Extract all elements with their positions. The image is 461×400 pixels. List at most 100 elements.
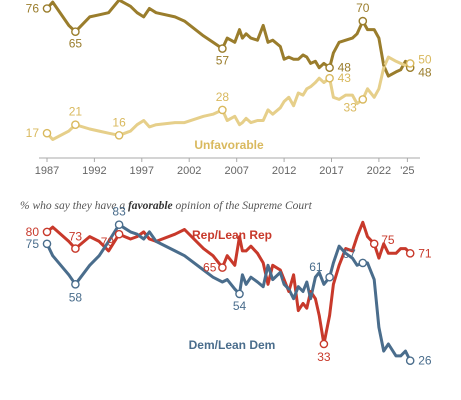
favorable-data-point xyxy=(226,36,229,40)
overall-favorability-panel: 76 65 57 48 70 48 17 21 16 28 43 33 50 1987 1992 1997 2… xyxy=(26,0,432,177)
dem-data-point xyxy=(107,240,110,243)
rep-data-point xyxy=(399,247,402,250)
rep-labeled-point-marker xyxy=(71,244,80,253)
unfavorable-data-point xyxy=(332,96,335,99)
unfavorable-data-point xyxy=(238,123,241,126)
unfavorable-data-point xyxy=(301,93,305,97)
dem-data-point xyxy=(332,261,335,265)
dem-labeled-point-marker xyxy=(42,239,52,249)
dem-data-point xyxy=(262,285,265,288)
dem-data-label: 75 xyxy=(26,237,40,251)
dem-data-point xyxy=(297,285,300,288)
dem-data-point xyxy=(148,230,151,234)
unfavorable-data-point xyxy=(51,138,54,141)
unfavorable-data-point xyxy=(129,129,132,133)
dem-data-point xyxy=(382,349,385,353)
favorable-data-point xyxy=(394,70,398,74)
unfavorable-labeled-point-marker xyxy=(358,95,368,104)
rep-labeled-point-marker xyxy=(42,227,52,237)
dem-labeled-point-marker xyxy=(325,272,334,282)
rep-data-point xyxy=(211,254,215,257)
favorable-data-label: 76 xyxy=(26,2,40,16)
favorable-data-point xyxy=(337,41,341,44)
dem-data-label: 67 xyxy=(342,247,356,261)
unfavorable-labeled-point-marker xyxy=(42,128,52,138)
rep-data-point xyxy=(107,249,110,253)
unfavorable-data-point xyxy=(305,87,308,91)
unfavorable-labeled-point-marker xyxy=(114,130,124,140)
unfavorable-data-point xyxy=(377,87,381,91)
subtitle-emphasis: favorable xyxy=(128,200,173,212)
unfavorable-data-point xyxy=(351,93,354,97)
unfavorable-data-label: 50 xyxy=(418,52,432,66)
rep-data-point xyxy=(249,245,253,248)
favorable-data-point xyxy=(292,58,295,61)
rep-data-point xyxy=(292,273,295,276)
unfavorable-data-point xyxy=(249,121,253,124)
partisan-chart-subtitle: % who say they have a favorable opinion … xyxy=(20,200,313,212)
rep-data-point xyxy=(309,290,312,293)
dem-data-point xyxy=(292,297,295,300)
favorable-data-point xyxy=(399,68,402,72)
rep-labeled-point-marker xyxy=(369,239,379,249)
dem-data-point xyxy=(202,268,205,272)
unfavorable-data-point xyxy=(107,132,110,135)
favorable-data-point xyxy=(183,19,186,23)
dem-labeled-point-marker xyxy=(71,279,80,289)
rep-data-point xyxy=(51,225,54,229)
rep-labeled-point-marker xyxy=(218,263,227,272)
favorable-data-point xyxy=(355,32,359,35)
rep-data-point xyxy=(318,314,321,317)
rep-data-point xyxy=(233,264,236,267)
dem-data-point xyxy=(98,254,101,257)
rep-data-point xyxy=(301,302,305,305)
rep-data-point xyxy=(67,240,71,243)
rep-data-point xyxy=(129,237,132,241)
unfavorable-data-point xyxy=(337,98,341,101)
rep-data-point xyxy=(297,309,300,312)
unfavorable-data-point xyxy=(394,60,398,63)
rep-labeled-point-marker xyxy=(319,339,329,349)
rep-data-point xyxy=(337,264,341,267)
rep-data-point xyxy=(404,247,407,250)
unfavorable-data-point xyxy=(262,119,265,122)
rep-data-point xyxy=(226,254,229,257)
rep-data-point xyxy=(88,235,91,238)
dem-data-point xyxy=(318,271,321,274)
dem-data-point xyxy=(377,326,381,329)
dem-data-point xyxy=(211,276,215,279)
favorable-data-point xyxy=(387,74,390,78)
unfavorable-data-point xyxy=(183,121,186,124)
unfavorable-data-label: 28 xyxy=(216,90,230,104)
rep-data-label: 75 xyxy=(381,233,395,247)
unfavorable-data-label: 43 xyxy=(338,71,352,85)
favorable-data-point xyxy=(244,32,248,35)
dem-data-point xyxy=(337,245,341,248)
unfavorable-data-point xyxy=(279,106,282,110)
dem-data-point xyxy=(221,280,224,284)
favorable-data-point xyxy=(271,39,274,42)
favorable-data-point xyxy=(249,36,253,40)
unfavorable-labeled-point-marker xyxy=(71,120,80,129)
dem-data-point xyxy=(355,264,359,267)
rep-data-point xyxy=(202,247,205,250)
rep-data-point xyxy=(355,235,359,238)
dem-labeled-point-marker xyxy=(235,289,244,299)
dem-data-point xyxy=(173,249,177,253)
rep-data-point xyxy=(271,264,274,267)
favorable-data-point xyxy=(404,60,407,63)
favorable-data-label: 48 xyxy=(418,66,432,80)
rep-data-point xyxy=(266,283,270,286)
favorable-data-label: 48 xyxy=(338,61,352,75)
favorable-data-point xyxy=(117,0,121,2)
dem-data-point xyxy=(301,290,305,293)
favorable-data-point xyxy=(373,28,376,31)
dem-data-label: 58 xyxy=(69,290,83,304)
dem-data-point xyxy=(279,271,282,274)
rep-data-point xyxy=(287,290,290,293)
unfavorable-data-point xyxy=(256,119,259,122)
favorable-data-point xyxy=(173,15,177,19)
dem-data-point xyxy=(351,256,354,260)
unfavorable-labeled-point-marker xyxy=(325,73,334,83)
dem-data-point xyxy=(322,283,326,286)
